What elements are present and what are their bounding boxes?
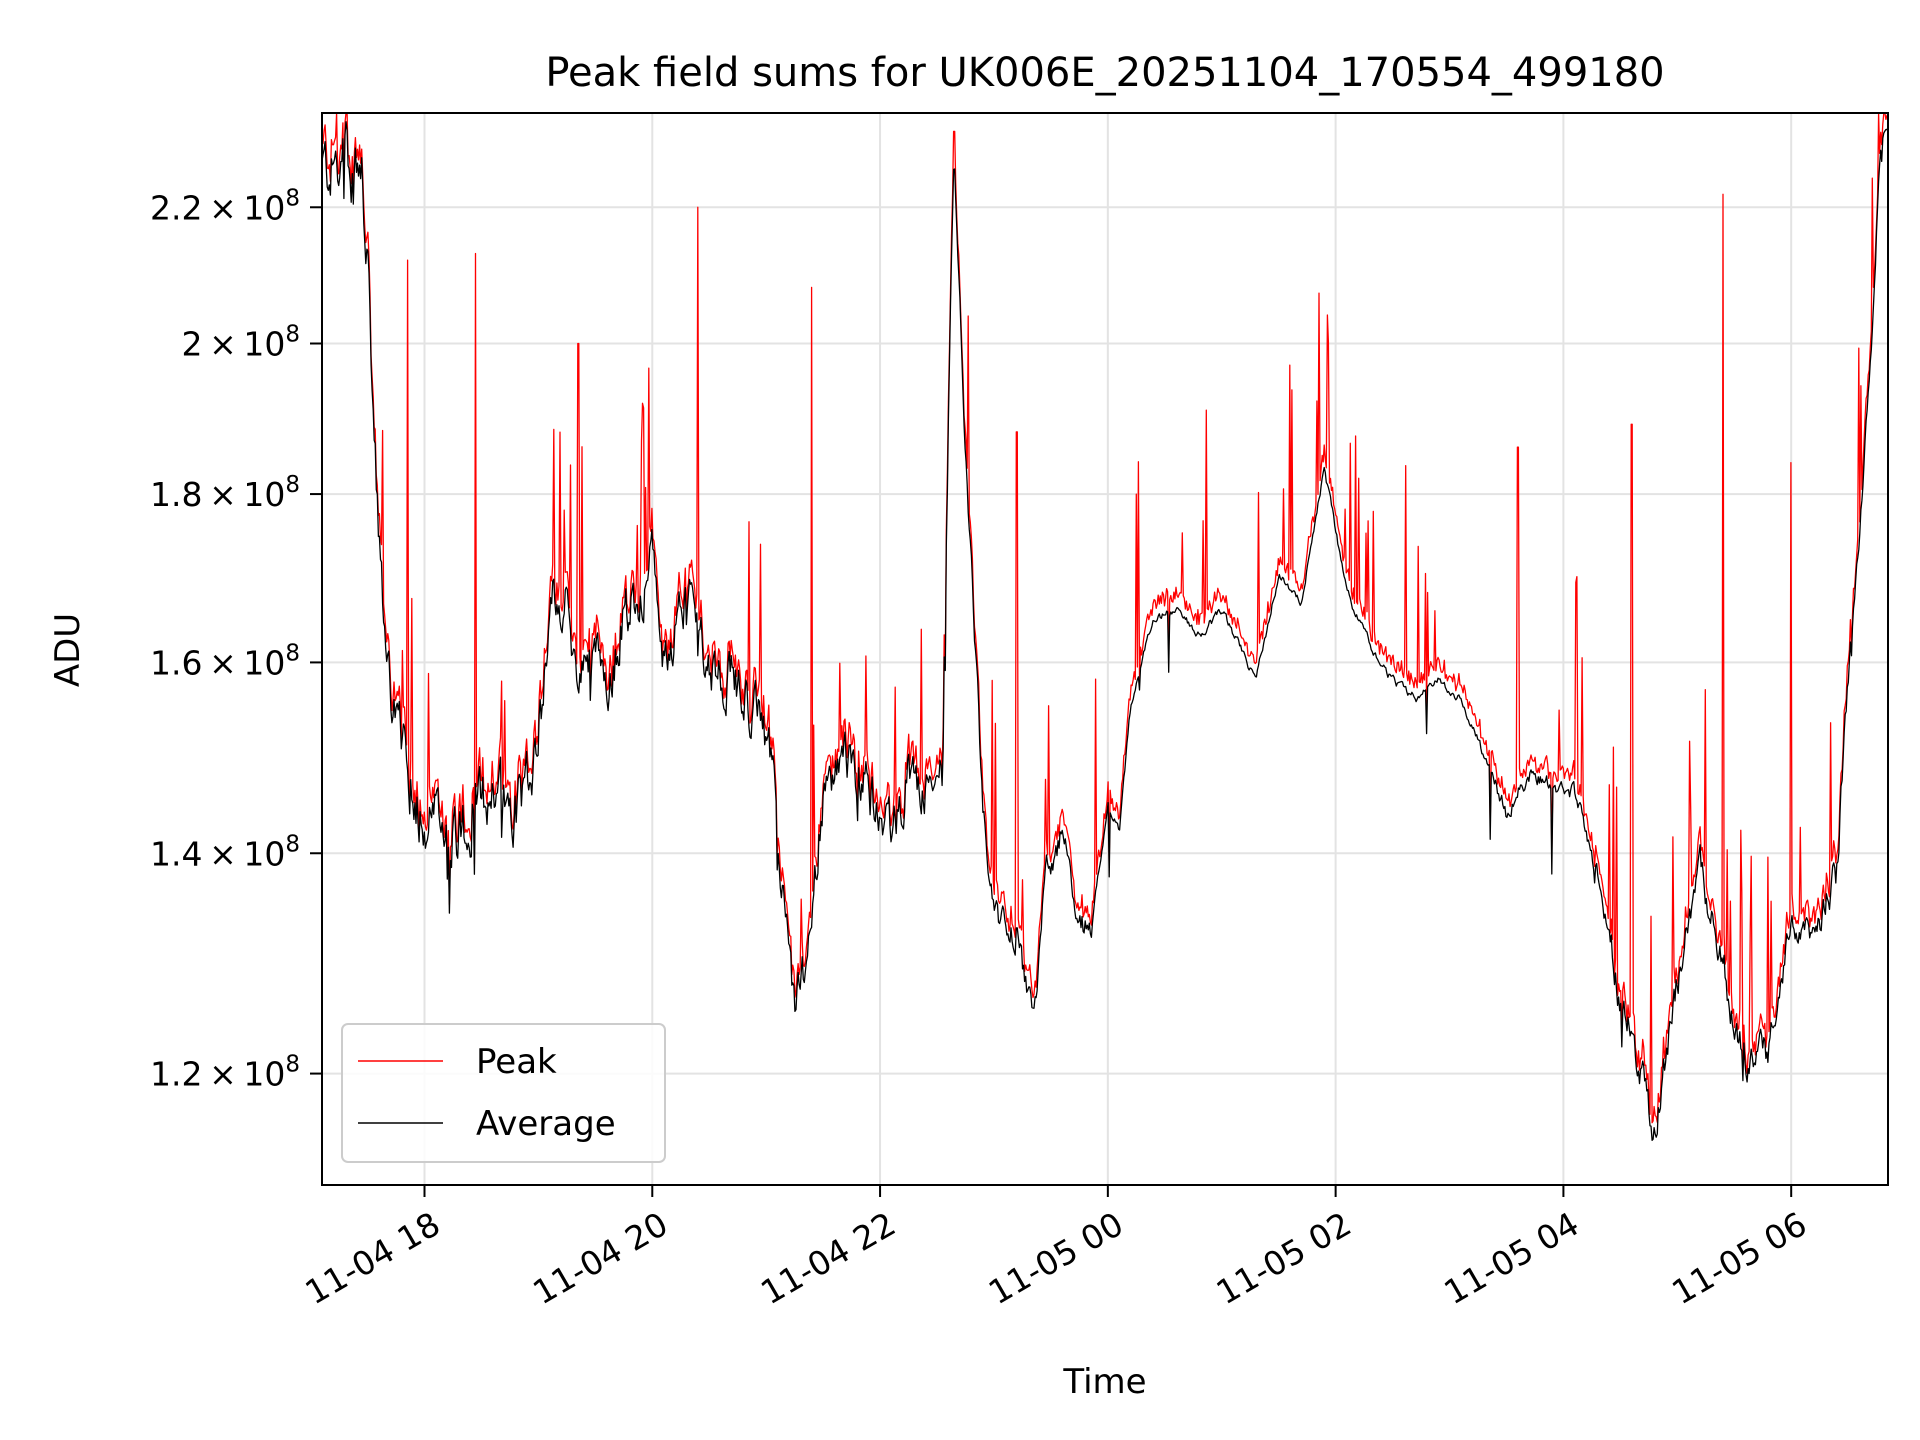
y-tick-label: 1.4 × 108 <box>150 831 300 873</box>
y-tick-label: 1.2 × 108 <box>150 1052 300 1094</box>
y-tick-label: 2.2 × 108 <box>150 185 300 227</box>
legend: Peak Average <box>341 1023 666 1163</box>
series-layer <box>321 112 1889 1141</box>
x-axis-label: Time <box>1062 1362 1146 1402</box>
legend-label-average: Average <box>476 1104 616 1144</box>
y-axis-ticks: 1.2 × 108 1.4 × 108 1.6 × 108 1.8 × 108 2 × … <box>150 185 322 1094</box>
y-tick-label: 2 × 108 <box>182 321 300 363</box>
series-line-average <box>321 121 1889 1141</box>
chart-title: Peak field sums for UK006E_20251104_1705… <box>545 50 1664 96</box>
y-tick-label: 1.8 × 108 <box>150 472 300 514</box>
y-tick-label: 1.6 × 108 <box>150 640 300 682</box>
legend-label-peak: Peak <box>476 1042 557 1082</box>
grid <box>322 113 1888 1185</box>
series-line-peak <box>321 112 1889 1124</box>
plot-frame <box>321 112 1889 1186</box>
legend-box <box>341 1023 666 1163</box>
y-axis-label: ADU <box>48 613 88 687</box>
